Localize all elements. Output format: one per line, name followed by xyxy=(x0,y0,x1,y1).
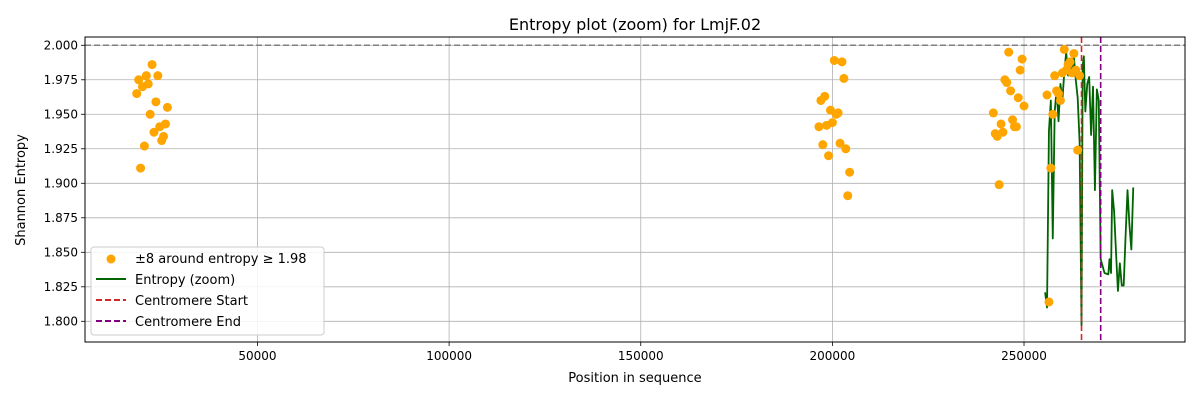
tick-layer: 50000 100000 150000 200000 250000 1.800 1.825 1… xyxy=(44,38,1047,363)
entropy-point xyxy=(1015,65,1025,75)
entropy-point xyxy=(1046,163,1056,173)
y-tick-label: 2.000 xyxy=(44,38,78,52)
entropy-point xyxy=(988,108,998,118)
entropy-point xyxy=(162,102,172,112)
entropy-point xyxy=(1044,297,1054,307)
entropy-point xyxy=(996,119,1006,129)
x-tick-label: 250000 xyxy=(1001,349,1047,363)
entropy-point xyxy=(147,60,157,70)
entropy-point xyxy=(1050,71,1060,81)
entropy-point xyxy=(824,151,834,161)
entropy-point xyxy=(159,131,169,141)
legend-label-line: Entropy (zoom) xyxy=(135,273,235,288)
entropy-point xyxy=(1055,95,1065,105)
entropy-point xyxy=(136,163,146,173)
y-tick-label: 1.875 xyxy=(44,211,78,225)
entropy-point xyxy=(837,57,847,67)
entropy-point xyxy=(134,75,144,85)
entropy-point xyxy=(1065,57,1075,67)
entropy-point xyxy=(139,141,149,151)
y-tick-label: 1.800 xyxy=(44,314,78,328)
entropy-point xyxy=(1008,115,1018,125)
y-tick-label: 1.850 xyxy=(44,245,78,259)
x-tick-label: 150000 xyxy=(618,349,664,363)
scatter-series-layer xyxy=(132,44,1085,307)
entropy-point xyxy=(1075,71,1085,81)
entropy-point xyxy=(132,89,142,99)
entropy-point xyxy=(841,144,851,154)
entropy-point xyxy=(1069,49,1079,59)
y-tick-label: 1.975 xyxy=(44,73,78,87)
entropy-point xyxy=(1011,122,1021,132)
legend-label-centromere-start: Centromere Start xyxy=(135,294,248,309)
entropy-point xyxy=(145,109,155,119)
legend-label-centromere-end: Centromere End xyxy=(135,315,241,330)
entropy-point xyxy=(827,118,837,128)
entropy-point xyxy=(1073,145,1083,155)
entropy-point xyxy=(1017,54,1027,64)
entropy-point xyxy=(1013,93,1023,103)
entropy-point xyxy=(1004,47,1014,57)
entropy-point xyxy=(835,138,845,148)
y-tick-label: 1.950 xyxy=(44,107,78,121)
entropy-point xyxy=(160,119,170,129)
entropy-point xyxy=(1002,78,1012,88)
entropy-point xyxy=(845,167,855,177)
x-tick-label: 50000 xyxy=(238,349,276,363)
entropy-point xyxy=(833,108,843,118)
entropy-point xyxy=(149,127,159,137)
entropy-point xyxy=(839,73,849,83)
entropy-point xyxy=(1054,89,1064,99)
legend-marker-scatter xyxy=(106,254,116,264)
entropy-point xyxy=(1042,90,1052,100)
entropy-point xyxy=(1059,44,1069,54)
x-tick-label: 200000 xyxy=(809,349,855,363)
entropy-point xyxy=(843,191,853,201)
chart-title: Entropy plot (zoom) for LmjF.02 xyxy=(509,15,761,34)
entropy-point xyxy=(998,127,1008,137)
entropy-point xyxy=(1006,86,1016,96)
entropy-point xyxy=(829,55,839,65)
entropy-point xyxy=(151,97,161,107)
y-axis-label: Shannon Entropy xyxy=(14,134,29,246)
y-tick-label: 1.825 xyxy=(44,280,78,294)
entropy-point xyxy=(814,122,824,132)
y-tick-label: 1.925 xyxy=(44,142,78,156)
entropy-point xyxy=(820,91,830,101)
entropy-point xyxy=(994,180,1004,190)
entropy-point xyxy=(1019,101,1029,111)
entropy-point xyxy=(1048,109,1058,119)
y-tick-label: 1.900 xyxy=(44,176,78,190)
plot-area-frame xyxy=(84,36,1186,343)
legend: ±8 around entropy ≥ 1.98 Entropy (zoom) … xyxy=(90,246,325,336)
entropy-point xyxy=(818,140,828,150)
entropy-point xyxy=(153,71,163,81)
legend-label-scatter: ±8 around entropy ≥ 1.98 xyxy=(135,252,307,267)
centromere-lines-layer xyxy=(1080,37,1102,342)
entropy-point xyxy=(141,71,151,81)
x-axis-label: Position in sequence xyxy=(568,371,701,386)
legend-box xyxy=(90,246,325,336)
x-tick-label: 100000 xyxy=(426,349,472,363)
entropy-point xyxy=(143,79,153,89)
